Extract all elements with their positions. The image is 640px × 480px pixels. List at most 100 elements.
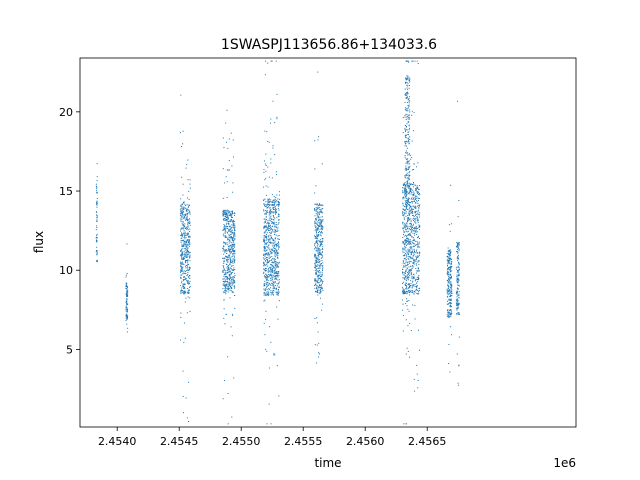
data-point bbox=[316, 229, 318, 231]
data-point bbox=[268, 269, 270, 271]
data-point bbox=[271, 60, 273, 62]
data-point bbox=[276, 231, 278, 233]
data-point bbox=[187, 259, 189, 261]
data-point bbox=[272, 218, 274, 220]
data-point bbox=[411, 214, 413, 216]
data-point bbox=[315, 250, 317, 252]
data-point bbox=[447, 260, 449, 262]
data-point bbox=[275, 249, 277, 251]
data-point bbox=[408, 185, 410, 187]
data-point bbox=[412, 186, 414, 188]
data-point bbox=[180, 290, 182, 292]
data-point bbox=[234, 223, 236, 225]
data-point bbox=[314, 243, 316, 245]
data-point bbox=[402, 261, 404, 263]
data-point bbox=[232, 249, 234, 251]
data-point bbox=[458, 199, 460, 201]
data-point bbox=[266, 262, 268, 264]
data-point bbox=[183, 248, 185, 250]
data-point bbox=[184, 291, 186, 293]
data-point bbox=[457, 288, 459, 290]
data-point bbox=[182, 290, 184, 292]
data-point bbox=[410, 231, 412, 233]
data-point bbox=[187, 233, 189, 235]
data-point bbox=[450, 287, 452, 289]
data-point bbox=[226, 222, 228, 224]
data-point bbox=[222, 271, 224, 273]
data-point bbox=[228, 230, 230, 232]
data-point bbox=[405, 152, 407, 154]
data-point bbox=[449, 260, 451, 262]
data-point bbox=[413, 378, 415, 380]
data-point bbox=[275, 246, 277, 248]
data-point bbox=[457, 265, 459, 267]
data-point bbox=[272, 283, 274, 285]
data-point bbox=[406, 290, 408, 292]
data-point bbox=[402, 117, 404, 119]
data-point bbox=[404, 239, 406, 241]
data-point bbox=[274, 240, 276, 242]
data-point bbox=[409, 243, 411, 245]
data-point bbox=[404, 239, 406, 241]
data-point bbox=[457, 246, 459, 248]
data-point bbox=[456, 353, 458, 355]
data-point bbox=[181, 266, 183, 268]
data-point bbox=[406, 102, 408, 104]
data-point bbox=[450, 257, 452, 259]
data-point bbox=[403, 217, 405, 219]
data-point bbox=[274, 260, 276, 262]
data-point bbox=[318, 292, 320, 294]
data-point bbox=[457, 271, 459, 273]
data-point bbox=[406, 267, 408, 269]
data-point bbox=[321, 255, 323, 257]
data-point bbox=[225, 263, 227, 265]
data-point bbox=[270, 273, 272, 275]
data-point bbox=[265, 164, 267, 166]
data-point bbox=[224, 279, 226, 281]
data-point bbox=[222, 280, 224, 282]
data-point bbox=[403, 188, 405, 190]
data-point bbox=[317, 215, 319, 217]
data-point bbox=[407, 60, 409, 62]
data-point bbox=[417, 329, 419, 331]
data-point bbox=[458, 278, 460, 280]
data-point bbox=[406, 241, 408, 242]
data-point bbox=[408, 129, 410, 131]
data-point bbox=[266, 207, 268, 209]
data-point bbox=[402, 288, 404, 290]
data-point bbox=[126, 291, 128, 293]
data-point bbox=[184, 231, 186, 233]
data-point bbox=[184, 216, 186, 218]
data-point bbox=[451, 306, 453, 308]
data-point bbox=[271, 237, 273, 239]
data-point bbox=[230, 211, 232, 213]
data-point bbox=[277, 279, 279, 281]
data-point bbox=[273, 270, 275, 272]
data-point bbox=[96, 192, 98, 194]
data-point bbox=[126, 316, 128, 318]
data-point bbox=[230, 216, 232, 218]
data-point bbox=[187, 197, 189, 199]
data-point bbox=[456, 298, 458, 300]
data-point bbox=[316, 245, 318, 247]
data-point bbox=[317, 249, 319, 251]
data-point bbox=[224, 273, 226, 275]
data-point bbox=[457, 100, 459, 102]
data-point bbox=[223, 211, 225, 213]
data-point bbox=[184, 256, 186, 258]
data-point bbox=[126, 288, 128, 290]
data-point bbox=[404, 109, 406, 111]
data-point bbox=[408, 213, 410, 215]
data-point bbox=[413, 200, 415, 202]
data-point bbox=[413, 215, 415, 217]
data-point bbox=[415, 240, 417, 242]
data-point bbox=[274, 251, 276, 253]
data-point bbox=[187, 219, 189, 221]
data-point bbox=[409, 239, 411, 241]
data-point bbox=[315, 249, 317, 251]
data-point bbox=[232, 191, 234, 193]
data-point bbox=[409, 290, 411, 292]
data-point bbox=[456, 246, 458, 248]
data-point bbox=[319, 223, 321, 225]
data-point bbox=[406, 199, 408, 201]
